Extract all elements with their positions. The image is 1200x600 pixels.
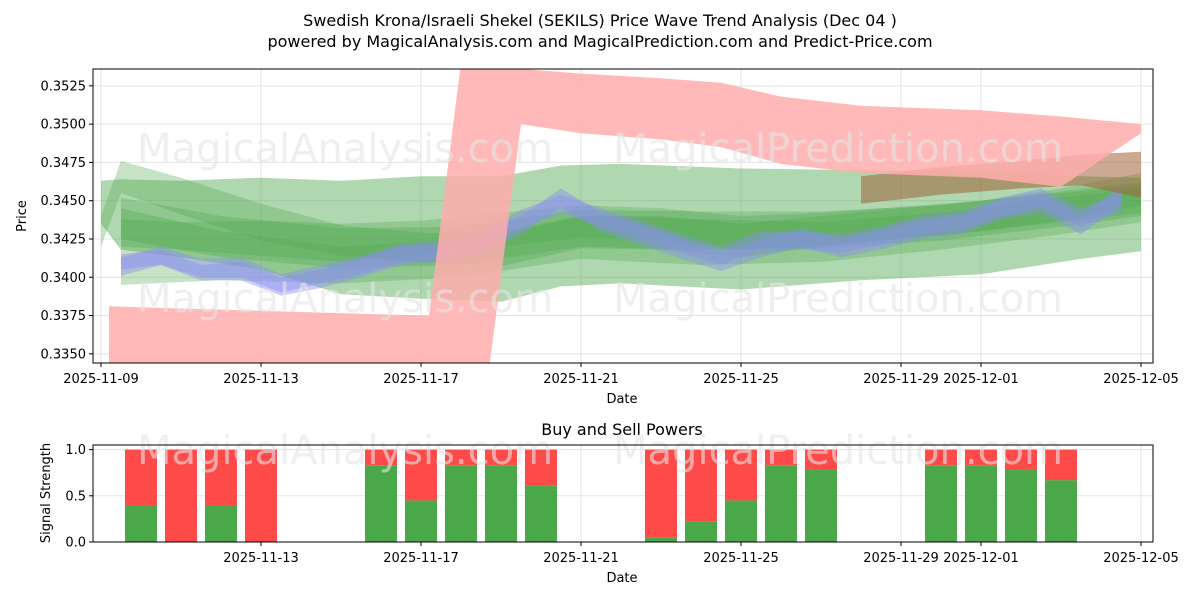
watermark-top-right-2: MagicalPrediction.com <box>613 276 1063 322</box>
sell-power-bar <box>485 449 517 466</box>
sell-power-bar <box>765 449 797 466</box>
sell-power-bar <box>525 449 557 486</box>
watermark-top-left-1: MagicalAnalysis.com <box>137 126 553 172</box>
signal-x-tick-label: 2025-11-17 <box>383 551 459 566</box>
buy-power-bar <box>445 465 477 542</box>
buy-power-bar <box>405 500 437 542</box>
price-y-axis-label: Price <box>15 200 30 232</box>
buy-power-bar <box>925 465 957 542</box>
buy-power-bar <box>205 505 237 542</box>
signal-y-tick-label: 0.5 <box>65 489 86 504</box>
buy-power-bar <box>525 485 557 542</box>
price-bands <box>101 69 1141 363</box>
blue-wave-band <box>121 188 1121 293</box>
signal-x-tick-label: 2025-11-25 <box>703 551 779 566</box>
sell-power-bar <box>445 449 477 466</box>
signal-x-tick-label: 2025-11-29 <box>863 551 939 566</box>
green-wave-band <box>121 182 1141 269</box>
signal-y-tick-label: 0.0 <box>65 536 86 551</box>
sell-power-bar <box>165 449 197 542</box>
watermark-top-left-2: MagicalAnalysis.com <box>137 276 553 322</box>
sell-power-bar <box>685 449 717 522</box>
price-y-tick-label: 0.3425 <box>41 232 87 247</box>
sell-power-bar <box>365 449 397 466</box>
price-wave-panel: MagicalAnalysis.com MagicalPrediction.co… <box>15 68 1179 407</box>
signal-x-tick-label: 2025-11-13 <box>223 551 299 566</box>
price-y-ticks: 0.3350 0.3375 0.3400 0.3425 0.3450 0.3475 0.35… <box>41 79 93 362</box>
signal-y-ticks: 0.0 0.5 1.0 <box>65 443 93 551</box>
sell-power-bar <box>1005 449 1037 470</box>
price-x-tick-label: 2025-11-13 <box>223 372 299 387</box>
signal-x-axis-label: Date <box>606 571 637 586</box>
price-x-tick-label: 2025-11-09 <box>63 372 139 387</box>
sell-power-bar <box>405 449 437 501</box>
signal-x-ticks: 2025-11-13 2025-11-17 2025-11-21 2025-11-25… <box>223 542 1179 566</box>
sell-power-bar <box>125 449 157 506</box>
sell-power-bar <box>965 449 997 466</box>
watermark-top-right-1: MagicalPrediction.com <box>613 126 1063 172</box>
buy-power-bar <box>685 521 717 542</box>
green-wave-band <box>101 160 1141 267</box>
buy-power-bar <box>125 505 157 542</box>
green-wave-band <box>121 185 1141 262</box>
buy-power-bar <box>485 465 517 542</box>
price-x-tick-label: 2025-11-21 <box>543 372 619 387</box>
buy-power-bar <box>365 465 397 542</box>
buy-sell-panel: Buy and Sell Powers MagicalAnalysis.com … <box>39 420 1179 586</box>
chart-title-line2: powered by MagicalAnalysis.com and Magic… <box>267 32 932 51</box>
price-x-tick-label: 2025-11-25 <box>703 372 779 387</box>
buy-power-bar <box>645 537 677 542</box>
watermark-bottom-right: MagicalPrediction.com <box>613 428 1063 474</box>
signal-x-tick-label: 2025-12-05 <box>1103 551 1179 566</box>
buy-sell-title: Buy and Sell Powers <box>541 420 703 439</box>
sell-power-bar <box>645 449 677 538</box>
price-y-tick-label: 0.3400 <box>41 271 87 286</box>
sell-power-bar <box>725 449 757 501</box>
buy-power-bar <box>725 500 757 542</box>
price-y-tick-label: 0.3500 <box>41 118 87 133</box>
sell-power-bar <box>805 449 837 470</box>
price-x-tick-label: 2025-11-17 <box>383 372 459 387</box>
signal-bars <box>125 449 1077 542</box>
signal-y-axis-label: Signal Strength <box>39 443 54 543</box>
buy-power-bar <box>765 465 797 542</box>
price-x-tick-label: 2025-12-05 <box>1103 372 1179 387</box>
chart-title-line1: Swedish Krona/Israeli Shekel (SEKILS) Pr… <box>303 11 897 30</box>
sell-power-bar <box>205 449 237 506</box>
sell-power-bar <box>245 449 277 542</box>
buy-power-bar <box>965 465 997 542</box>
sell-power-bar <box>925 449 957 466</box>
buy-power-bar <box>1045 480 1077 542</box>
blue-wave-band <box>121 185 1121 296</box>
buy-power-bar <box>1005 469 1037 542</box>
signal-x-tick-label: 2025-12-01 <box>943 551 1019 566</box>
price-x-tick-label: 2025-12-01 <box>943 372 1019 387</box>
price-y-tick-label: 0.3350 <box>41 347 87 362</box>
signal-y-tick-label: 1.0 <box>65 443 86 458</box>
price-y-tick-label: 0.3475 <box>41 156 87 171</box>
price-x-ticks: 2025-11-09 2025-11-13 2025-11-17 2025-11-21… <box>63 363 1179 387</box>
watermark-bottom-left: MagicalAnalysis.com <box>137 428 553 474</box>
price-y-tick-label: 0.3525 <box>41 79 87 94</box>
buy-power-bar <box>805 469 837 542</box>
signal-x-tick-label: 2025-11-21 <box>543 551 619 566</box>
signal-axes-frame <box>92 444 1154 543</box>
red-wave-band <box>109 69 1141 363</box>
price-axes-frame <box>92 68 1154 364</box>
green-wave-band <box>121 188 1141 285</box>
price-y-tick-label: 0.3375 <box>41 309 87 324</box>
sell-power-bar <box>1045 449 1077 481</box>
price-x-axis-label: Date <box>606 392 637 407</box>
price-x-tick-label: 2025-11-29 <box>863 372 939 387</box>
price-y-tick-label: 0.3450 <box>41 194 87 209</box>
